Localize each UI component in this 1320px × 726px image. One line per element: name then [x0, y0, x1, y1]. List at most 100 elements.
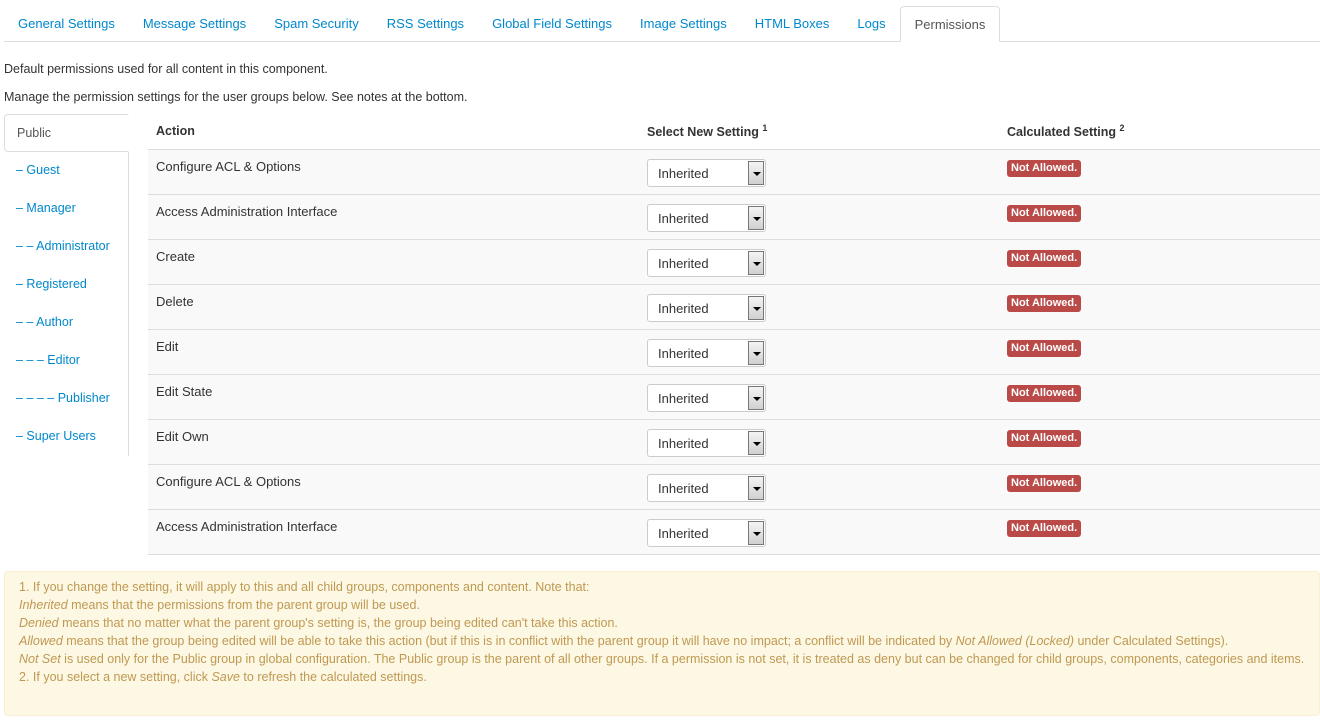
action-cell: Configure ACL & Options [148, 149, 639, 195]
note-text: means that the group being edited will b… [62, 634, 956, 648]
action-cell: Edit Own [148, 419, 639, 465]
action-cell: Configure ACL & Options [148, 464, 639, 510]
chevron-down-icon[interactable] [748, 385, 764, 410]
tab-message-settings[interactable]: Message Settings [142, 16, 247, 31]
table-row: Edit State Inherited Not Allowed. [148, 374, 1320, 420]
setting-cell: Inherited [639, 329, 999, 375]
action-name: Access Administration Interface [156, 518, 338, 534]
setting-select[interactable]: Inherited [647, 518, 766, 547]
calculated-cell: Not Allowed. [999, 329, 1320, 375]
tab-general-settings[interactable]: General Settings [18, 16, 115, 31]
note-text: Allowed [19, 634, 63, 648]
permission-notes: 1. If you change the setting, it will ap… [4, 571, 1320, 716]
table-row: Create Inherited Not Allowed. [148, 239, 1320, 285]
action-name: Delete [156, 293, 194, 309]
header-calculated-setting: Calculated Setting 2 [999, 114, 1320, 150]
group-author[interactable]: – – Author [16, 315, 73, 329]
header-action: Action [148, 114, 639, 150]
tab-logs[interactable]: Logs [857, 16, 886, 31]
note-text: is used only for the Public group in glo… [60, 652, 1305, 666]
calculated-cell: Not Allowed. [999, 509, 1320, 555]
setting-select[interactable]: Inherited [647, 158, 766, 187]
setting-select[interactable]: Inherited [647, 248, 766, 277]
chevron-down-icon[interactable] [748, 205, 764, 230]
setting-select[interactable]: Inherited [647, 203, 766, 232]
note-text: Denied [19, 616, 59, 630]
tab-global-field-settings[interactable]: Global Field Settings [492, 16, 613, 31]
status-badge: Not Allowed. [1007, 474, 1082, 492]
action-cell: Access Administration Interface [148, 194, 639, 240]
setting-cell: Inherited [639, 239, 999, 285]
setting-cell: Inherited [639, 509, 999, 555]
status-badge: Not Allowed. [1007, 519, 1082, 537]
group-manager[interactable]: – Manager [16, 201, 76, 215]
note-text: 1. If you change the setting, it will ap… [19, 580, 590, 594]
table-row: Edit Own Inherited Not Allowed. [148, 419, 1320, 465]
header-select-new-setting: Select New Setting 1 [639, 114, 999, 150]
action-name: Access Administration Interface [156, 203, 338, 219]
status-badge: Not Allowed. [1007, 339, 1082, 357]
note-text: means that no matter what the parent gro… [58, 616, 618, 630]
table-header: Action Select New Setting 1 Calculated S… [148, 114, 1320, 150]
chevron-down-icon[interactable] [748, 430, 764, 455]
table-row: Configure ACL & Options Inherited Not Al… [148, 464, 1320, 510]
note-line: 1. If you change the setting, it will ap… [19, 578, 1305, 596]
setting-cell: Inherited [639, 374, 999, 420]
setting-cell: Inherited [639, 419, 999, 465]
table-row: Configure ACL & Options Inherited Not Al… [148, 149, 1320, 195]
intro-text: Default permissions used for all content… [4, 62, 328, 76]
status-badge: Not Allowed. [1007, 204, 1082, 222]
table-row: Access Administration Interface Inherite… [148, 509, 1320, 555]
setting-cell: Inherited [639, 149, 999, 195]
tab-permissions[interactable]: Permissions [899, 6, 1001, 42]
chevron-down-icon[interactable] [748, 250, 764, 275]
setting-select[interactable]: Inherited [647, 473, 766, 502]
permissions-table: Action Select New Setting 1 Calculated S… [148, 114, 1320, 555]
action-cell: Create [148, 239, 639, 285]
group-registered[interactable]: – Registered [16, 277, 87, 291]
group-super-users[interactable]: – Super Users [16, 429, 96, 443]
action-name: Edit [156, 338, 179, 354]
status-badge: Not Allowed. [1007, 294, 1082, 312]
setting-cell: Inherited [639, 464, 999, 510]
calculated-cell: Not Allowed. [999, 239, 1320, 285]
chevron-down-icon[interactable] [748, 340, 764, 365]
tab-rss-settings[interactable]: RSS Settings [386, 16, 465, 31]
group-administrator[interactable]: – – Administrator [16, 239, 110, 253]
chevron-down-icon[interactable] [748, 520, 764, 545]
setting-select[interactable]: Inherited [647, 383, 766, 412]
setting-select[interactable]: Inherited [647, 428, 766, 457]
setting-cell: Inherited [639, 194, 999, 240]
action-cell: Edit [148, 329, 639, 375]
note-text: to refresh the calculated settings. [239, 670, 427, 684]
user-groups-sidebar: Public – Guest – Manager – – Administrator –… [4, 114, 129, 456]
status-badge: Not Allowed. [1007, 429, 1082, 447]
status-badge: Not Allowed. [1007, 159, 1082, 177]
note-text: Inherited [19, 598, 68, 612]
tab-spam-security[interactable]: Spam Security [274, 16, 359, 31]
calculated-cell: Not Allowed. [999, 284, 1320, 330]
note-text: means that the permissions from the pare… [67, 598, 420, 612]
status-badge: Not Allowed. [1007, 249, 1082, 267]
tab-image-settings[interactable]: Image Settings [640, 16, 727, 31]
settings-tabs: General Settings Message Settings Spam Sec… [4, 6, 1320, 42]
note-text: Not Set [19, 652, 61, 666]
group-publisher[interactable]: – – – – Publisher [16, 391, 110, 405]
note-text: under Calculated Settings). [1073, 634, 1229, 648]
setting-cell: Inherited [639, 284, 999, 330]
chevron-down-icon[interactable] [748, 295, 764, 320]
group-public[interactable]: Public [4, 114, 129, 152]
calculated-cell: Not Allowed. [999, 464, 1320, 510]
calculated-cell: Not Allowed. [999, 149, 1320, 195]
tab-html-boxes[interactable]: HTML Boxes [754, 16, 830, 31]
calculated-cell: Not Allowed. [999, 374, 1320, 420]
note-line: Not Set is used only for the Public grou… [19, 650, 1305, 668]
chevron-down-icon[interactable] [748, 160, 764, 185]
setting-select[interactable]: Inherited [647, 293, 766, 322]
group-guest[interactable]: – Guest [16, 163, 60, 177]
chevron-down-icon[interactable] [748, 475, 764, 500]
table-row: Access Administration Interface Inherite… [148, 194, 1320, 240]
setting-select[interactable]: Inherited [647, 338, 766, 367]
action-name: Edit Own [156, 428, 209, 444]
group-editor[interactable]: – – – Editor [16, 353, 80, 367]
